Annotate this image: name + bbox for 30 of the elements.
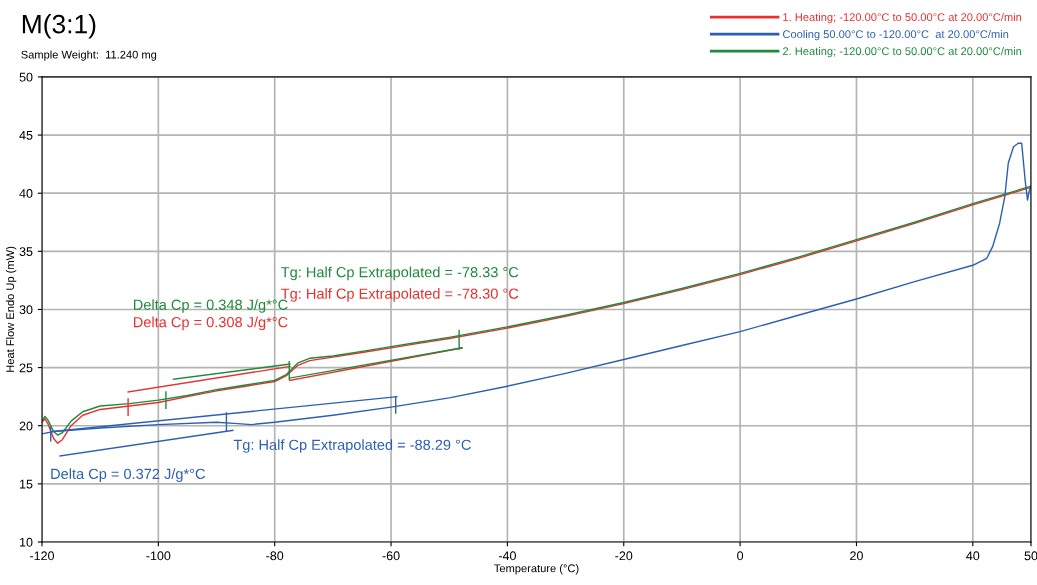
x-tick-label: -100 <box>146 551 171 561</box>
x-tick-label: 20 <box>850 551 863 561</box>
x-tick-label: -20 <box>615 551 633 561</box>
annotation: Tg: Half Cp Extrapolated = -88.29 °C <box>233 439 471 453</box>
text: Cooling 50.00°C to -120.00°C at 20.00°C/min <box>783 29 1009 41</box>
y-tick-label: 25 <box>19 363 33 373</box>
annotation: Delta Cp = 0.372 J/g*°C <box>51 468 205 482</box>
text: 2. Heating; -120.00°C to 50.00°C at 20.00°C/min <box>783 46 1022 58</box>
y-tick-label: 35 <box>19 247 33 256</box>
annotation: Delta Cp = 0.308 J/g*°C <box>133 316 288 331</box>
x-tick-label: -60 <box>382 551 400 561</box>
chart-title: M(3:1) <box>22 14 96 39</box>
chart-subtitle: Sample Weight: 11.240 mg <box>21 50 157 61</box>
y-tick-label: 20 <box>19 421 33 431</box>
text: 1. Heating; -120.00°C to 50.00°C at 20.00°C/min <box>783 12 1022 24</box>
y-axis-title: Heat Flow Endo Up (mW) <box>5 246 17 372</box>
x-tick-label: 40 <box>966 551 980 561</box>
y-tick-label: 15 <box>20 479 33 489</box>
y-tick-label: 40 <box>19 189 33 198</box>
x-tick-label: 50 <box>1024 551 1037 561</box>
y-tick-label: 30 <box>19 305 33 315</box>
x-tick-label: -80 <box>266 551 284 561</box>
x-tick-label: -40 <box>498 551 516 561</box>
x-axis-title: Temperature (°C) <box>494 564 579 575</box>
x-tick-label: -120 <box>30 551 55 561</box>
y-tick-label: 50 <box>19 72 33 82</box>
x-tick-label: 0 <box>737 551 744 561</box>
annotation: Tg: Half Cp Extrapolated = -78.33 °C <box>281 266 519 281</box>
y-tick-label: 10 <box>20 537 33 547</box>
y-tick-label: 45 <box>19 130 33 140</box>
